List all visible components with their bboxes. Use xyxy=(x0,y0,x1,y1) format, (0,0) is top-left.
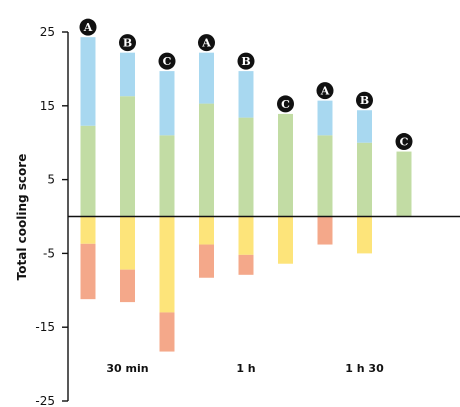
bar-segment-3-series-1 xyxy=(159,135,175,217)
bar-segment-5-series-4 xyxy=(238,254,254,275)
bar-badge-6 xyxy=(277,95,294,113)
y-tick-label-1: 25 xyxy=(40,25,55,39)
bar-segment-8-series-3 xyxy=(357,216,372,254)
bar-badge-7 xyxy=(316,82,334,100)
y-tick-label-4: -5 xyxy=(43,246,55,260)
bars-layer xyxy=(80,37,412,352)
bar-badge-label-5: B xyxy=(241,55,250,68)
bar-segment-9-series-1 xyxy=(396,151,412,217)
bar-badge-label-6: C xyxy=(281,98,290,111)
bar-segment-6-series-3 xyxy=(278,216,293,264)
bar-segment-1-series-4 xyxy=(80,243,96,300)
y-tick-label-5: -15 xyxy=(35,320,55,334)
bar-badge-8 xyxy=(356,91,373,109)
bar-segment-2-series-1 xyxy=(120,96,135,217)
bar-segment-7-series-4 xyxy=(317,216,333,245)
bar-segment-2-series-2 xyxy=(120,52,135,97)
bar-segment-2-series-4 xyxy=(120,269,135,303)
bar-segment-5-series-1 xyxy=(238,117,254,217)
bar-segment-3-series-2 xyxy=(159,71,175,136)
bar-segment-3-series-4 xyxy=(159,312,175,352)
bar-badge-9 xyxy=(395,133,413,151)
group-label-1: 30 min xyxy=(106,362,148,375)
bar-badge-4 xyxy=(198,34,215,52)
bar-segment-1-series-2 xyxy=(80,37,96,126)
bar-segment-4-series-4 xyxy=(199,244,214,278)
bar-badge-label-8: B xyxy=(360,94,369,107)
bar-segment-8-series-2 xyxy=(357,110,372,143)
bar-badge-1 xyxy=(79,18,97,36)
bar-badge-label-3: C xyxy=(163,55,172,68)
bar-badge-3 xyxy=(158,52,176,70)
bar-badge-2 xyxy=(119,34,136,52)
bar-segment-7-series-1 xyxy=(317,135,333,217)
bar-segment-2-series-3 xyxy=(120,216,135,270)
bar-badge-label-2: B xyxy=(123,37,132,50)
bar-segment-5-series-3 xyxy=(238,216,254,255)
bar-segment-7-series-2 xyxy=(317,100,333,136)
bar-badge-label-1: A xyxy=(83,21,93,34)
labels-layer: A B C A B C A B C 25 15 5 -5 -15 -25 30 min 1 h 1 h 30 xyxy=(35,18,413,407)
bar-badge-5 xyxy=(237,52,255,70)
group-label-3: 1 h 30 xyxy=(345,362,384,375)
bar-segment-4-series-1 xyxy=(199,103,214,217)
y-tick-label-3: 5 xyxy=(47,173,55,187)
bar-segment-3-series-3 xyxy=(159,216,175,313)
group-label-2: 1 h xyxy=(236,362,255,375)
bar-badge-label-9: C xyxy=(400,136,409,149)
bar-badge-label-7: A xyxy=(320,85,330,98)
bar-segment-1-series-1 xyxy=(80,125,96,217)
bar-segment-6-series-1 xyxy=(278,113,293,217)
axes-layer xyxy=(62,31,460,402)
y-tick-label-2: 15 xyxy=(40,99,55,113)
bar-badge-label-4: A xyxy=(201,37,211,50)
bar-segment-4-series-2 xyxy=(199,52,214,104)
bar-segment-1-series-3 xyxy=(80,216,96,244)
bar-segment-5-series-2 xyxy=(238,71,254,118)
bar-segment-8-series-1 xyxy=(357,142,372,217)
y-tick-label-6: -25 xyxy=(35,394,55,407)
bar-segment-4-series-3 xyxy=(199,216,214,245)
y-axis-label: Total cooling score xyxy=(15,154,29,281)
